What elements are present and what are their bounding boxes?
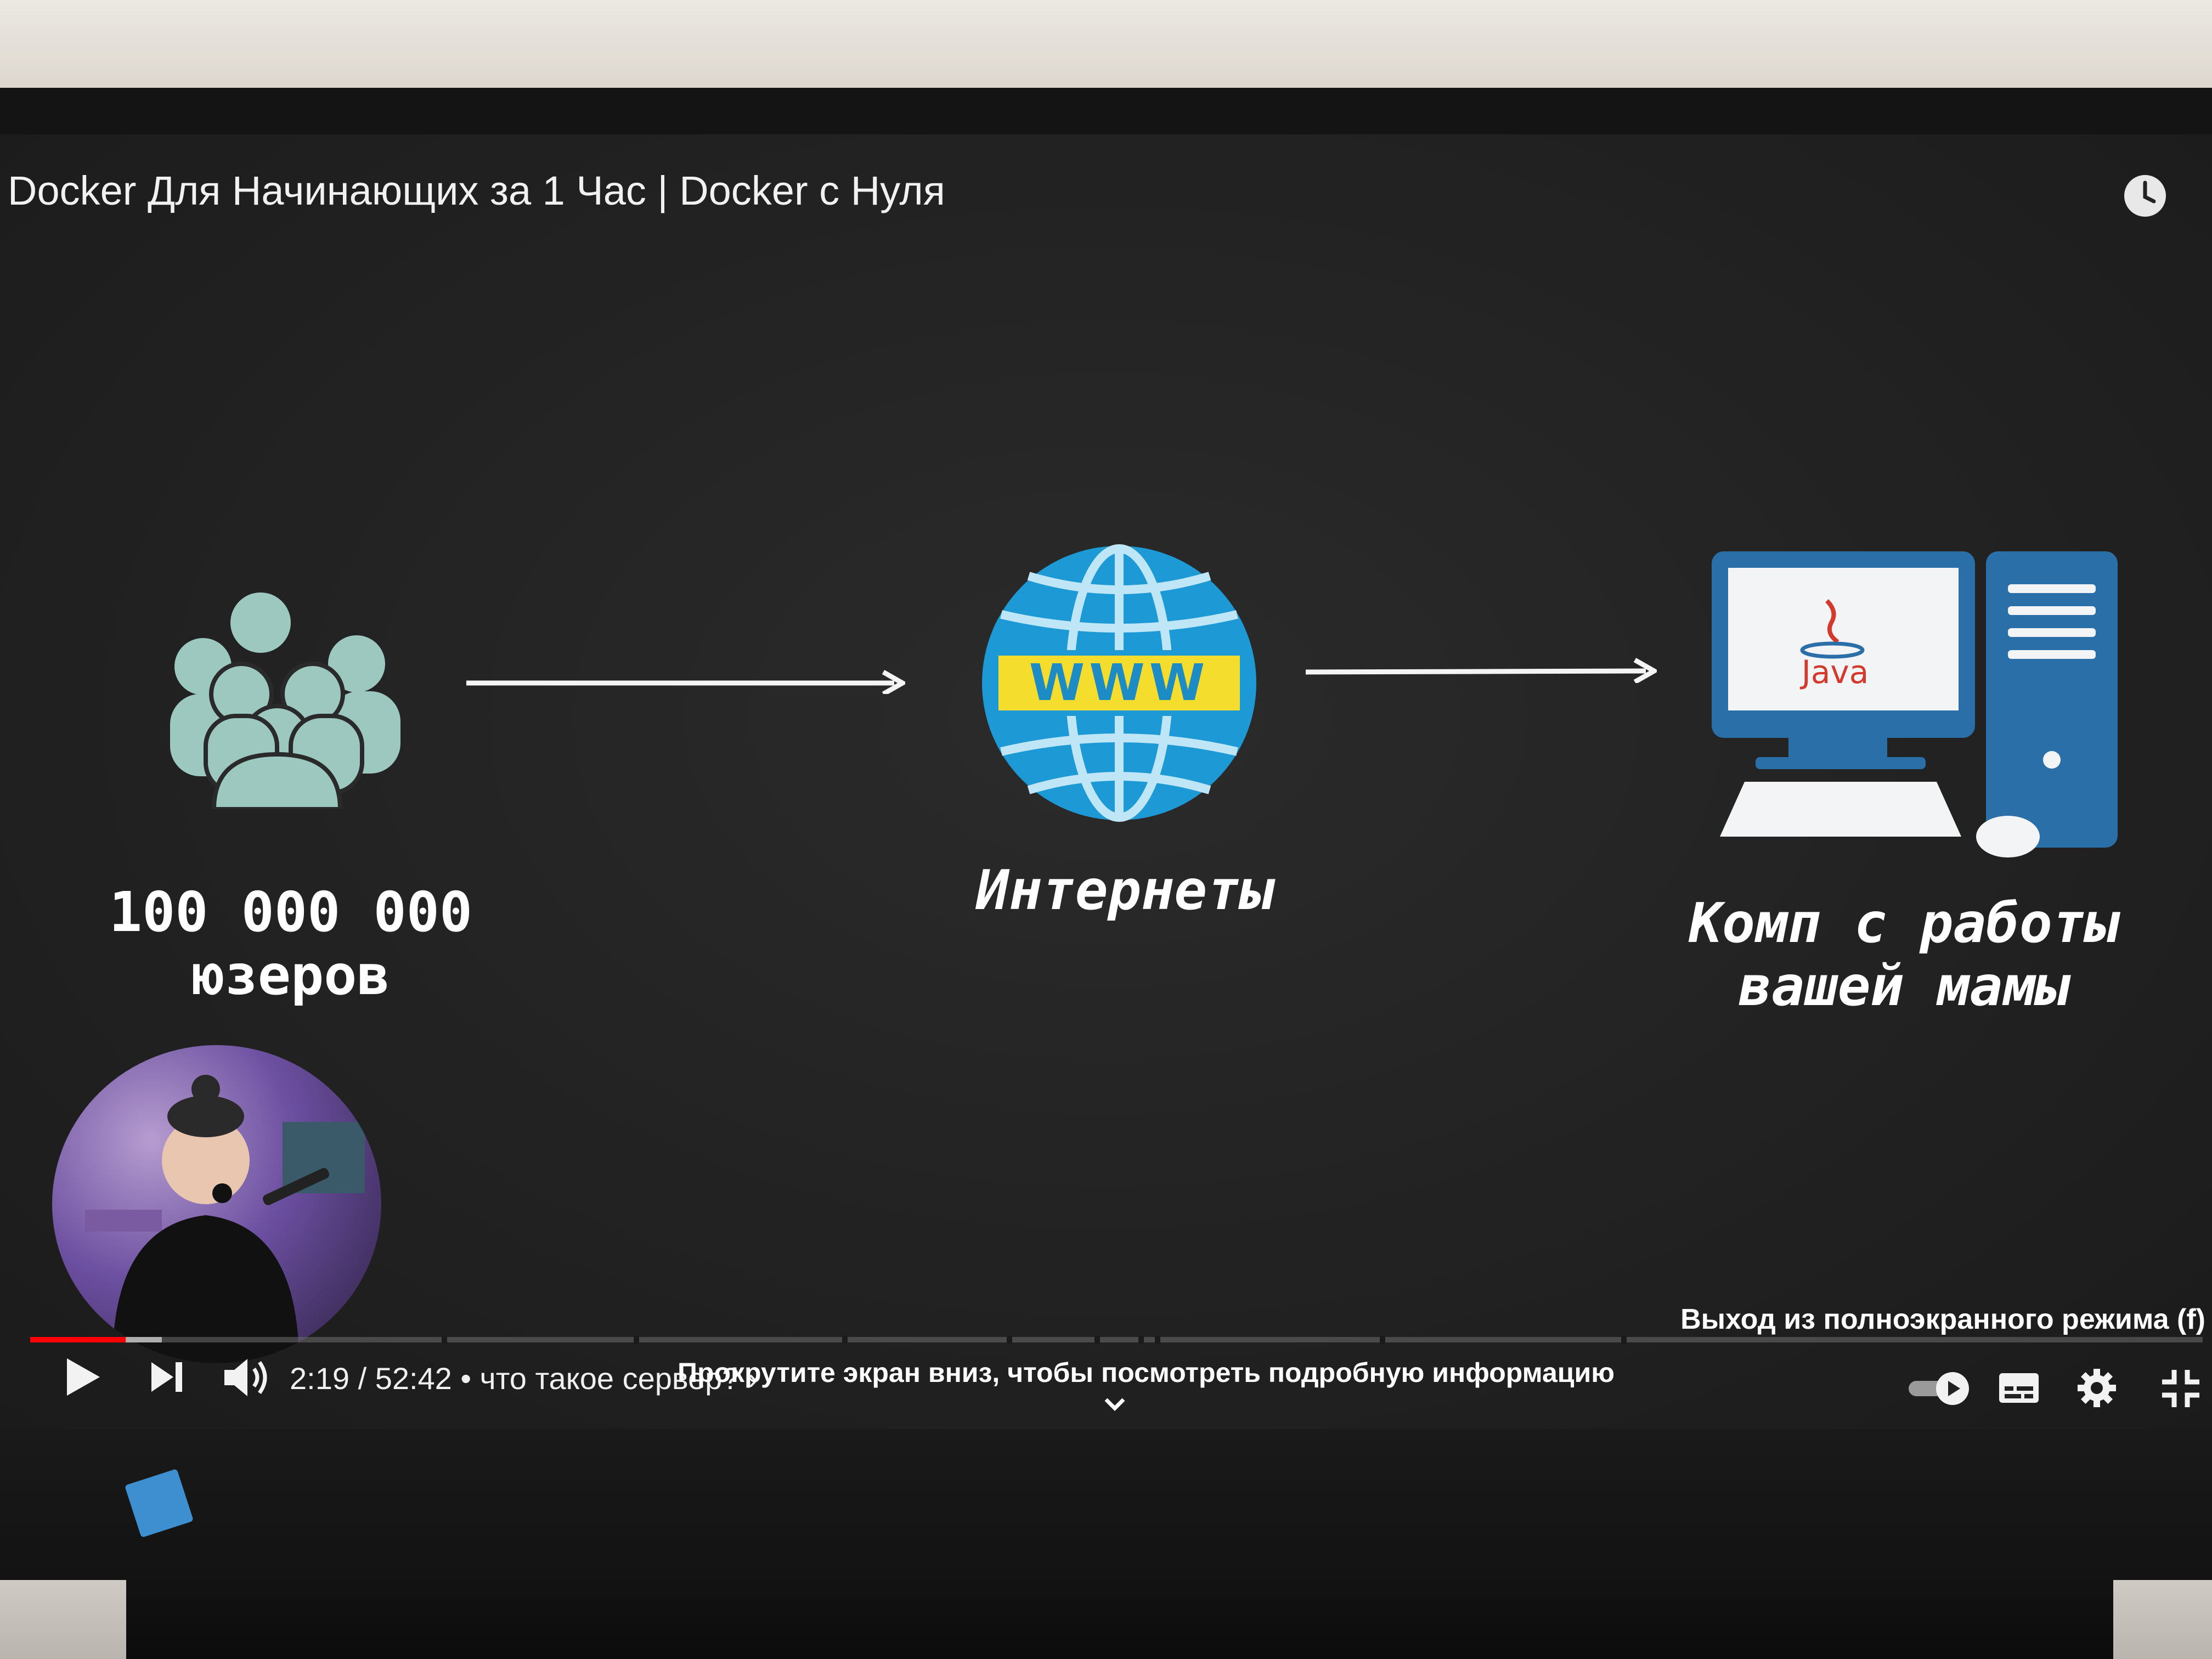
presenter-webcam-overlay: [52, 1045, 381, 1363]
exit-fullscreen-tooltip: Выход из полноэкранного режима (f): [1680, 1304, 2205, 1335]
clock-icon[interactable]: [2122, 173, 2168, 219]
users-group-icon: [170, 592, 400, 809]
play-icon[interactable]: [60, 1355, 104, 1399]
progress-bar[interactable]: [30, 1336, 2203, 1344]
computer-icon: Java: [1712, 551, 2118, 857]
computer-label-line1: Комп с работы: [1689, 891, 2119, 955]
chapter-title[interactable]: • что такое сервер? ›: [460, 1361, 758, 1396]
laptop-base: [0, 1426, 2212, 1659]
computer-java-text: Java: [1800, 653, 1869, 691]
chevron-down-icon[interactable]: [1103, 1396, 1127, 1412]
video-title: Docker Для Начинающих за 1 Час | Docker …: [8, 168, 945, 213]
internet-label: Интернеты: [976, 858, 1273, 922]
next-icon[interactable]: [148, 1359, 187, 1395]
users-label: 100 000 000 юзеров: [93, 881, 488, 1007]
arrow-internet-to-computer: [1306, 658, 1657, 683]
gear-icon[interactable]: [2076, 1368, 2117, 1408]
users-label-text: юзеров: [191, 943, 390, 1007]
exit-fullscreen-icon[interactable]: [2159, 1367, 2203, 1410]
time-total: 52:42: [375, 1361, 452, 1396]
autoplay-toggle-icon[interactable]: [1906, 1370, 1972, 1406]
progress-played: [30, 1337, 126, 1342]
users-label-count: 100 000 000: [109, 880, 473, 944]
computer-label: Комп с работы вашей мамы: [1657, 891, 2151, 1018]
laptop-base-left-edge: [0, 1580, 126, 1659]
subtitles-icon[interactable]: [1997, 1371, 2041, 1405]
internet-globe-icon: WWW: [982, 544, 1256, 822]
presenter-image: [85, 1075, 365, 1363]
time-separator: /: [358, 1361, 367, 1396]
computer-label-line2: вашей мамы: [1738, 954, 2069, 1018]
time-current: 2:19: [290, 1361, 349, 1396]
volume-icon[interactable]: [222, 1357, 272, 1398]
globe-www-text: WWW: [1029, 653, 1209, 712]
laptop-base-right-edge: [2113, 1580, 2212, 1659]
arrow-users-to-internet: [466, 670, 905, 694]
video-player-screen[interactable]: Docker Для Начинающих за 1 Час | Docker …: [0, 134, 2212, 1429]
time-display: 2:19 / 52:42 • что такое сервер? ›: [290, 1361, 758, 1396]
scroll-hint: Прокрутите экран вниз, чтобы посмотреть …: [678, 1357, 1615, 1388]
